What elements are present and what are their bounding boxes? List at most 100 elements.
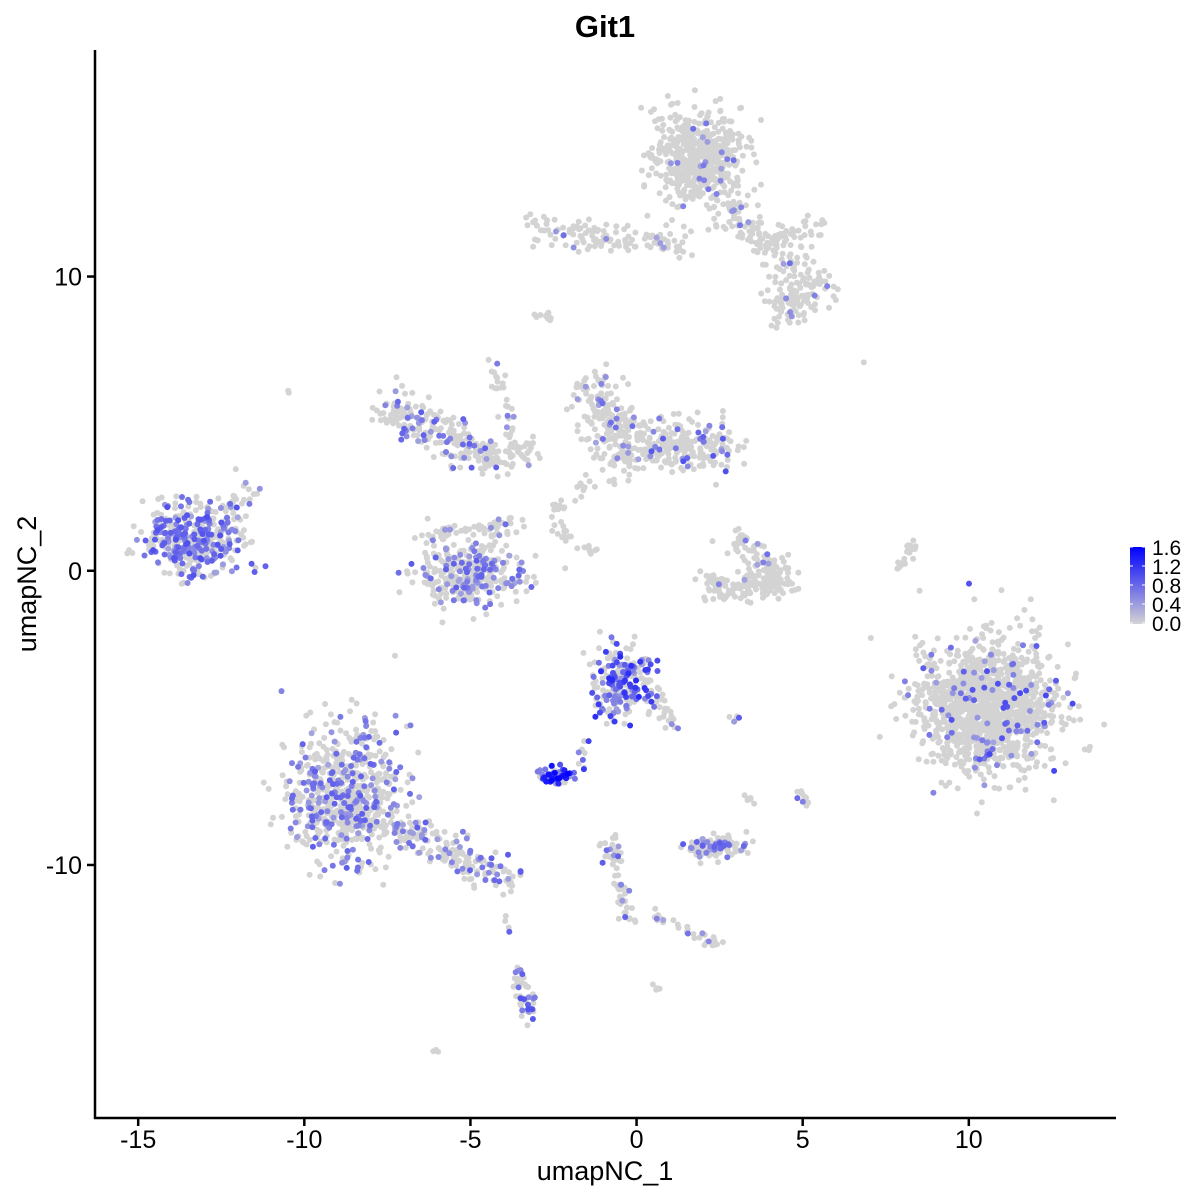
data-point <box>675 171 682 178</box>
data-point <box>651 239 658 246</box>
data-point <box>966 756 973 763</box>
data-point <box>308 740 315 747</box>
data-point <box>410 830 416 837</box>
data-point <box>523 588 530 595</box>
data-point <box>766 273 773 280</box>
data-point <box>776 286 783 293</box>
data-point <box>573 239 580 246</box>
data-point <box>1022 736 1029 742</box>
data-point <box>402 844 409 851</box>
data-point <box>724 140 731 147</box>
data-point <box>230 492 237 499</box>
data-point <box>509 882 516 889</box>
data-point <box>915 705 922 712</box>
data-point <box>581 484 588 491</box>
data-point <box>192 507 199 514</box>
data-point <box>620 442 627 449</box>
data-point <box>726 713 733 720</box>
data-point <box>320 757 327 764</box>
data-point <box>343 814 350 821</box>
data-point <box>708 195 715 201</box>
data-point <box>522 983 529 990</box>
data-point <box>778 256 785 263</box>
data-point <box>989 646 996 653</box>
data-point <box>705 938 712 945</box>
data-point <box>604 852 611 859</box>
data-point <box>685 122 692 129</box>
data-point <box>473 540 479 547</box>
data-point <box>653 915 660 922</box>
data-point <box>778 308 785 315</box>
data-point <box>369 416 376 423</box>
data-point <box>990 667 997 674</box>
data-point <box>376 748 383 755</box>
data-point <box>479 440 486 447</box>
data-point <box>966 773 973 780</box>
data-point <box>471 523 478 530</box>
data-point <box>508 583 515 590</box>
data-point <box>769 237 776 244</box>
data-point <box>503 580 510 587</box>
data-point <box>599 466 606 473</box>
data-point <box>792 586 799 593</box>
data-point <box>442 846 449 853</box>
data-point <box>443 532 450 539</box>
data-point <box>699 134 706 141</box>
data-point <box>423 444 430 451</box>
data-point <box>754 540 761 547</box>
data-point <box>810 258 817 265</box>
data-point <box>695 168 702 175</box>
data-point <box>971 669 978 676</box>
data-point <box>610 459 617 466</box>
data-point <box>626 471 633 478</box>
data-point <box>913 652 920 659</box>
data-point <box>451 522 458 529</box>
data-point <box>530 219 537 226</box>
data-point <box>500 564 507 571</box>
data-point <box>197 504 204 510</box>
data-point <box>321 867 328 874</box>
data-point <box>708 573 714 580</box>
data-point <box>129 550 136 556</box>
data-point <box>725 192 732 199</box>
data-point <box>589 401 595 408</box>
data-point <box>653 457 660 464</box>
data-point <box>953 732 960 739</box>
data-point <box>211 569 218 576</box>
data-point <box>808 243 815 250</box>
data-point <box>713 147 720 154</box>
data-point <box>697 112 704 119</box>
data-point <box>672 111 679 118</box>
data-point <box>905 543 912 550</box>
data-point <box>695 849 702 856</box>
data-point <box>996 785 1003 792</box>
data-point <box>452 832 459 839</box>
data-point <box>1000 681 1007 688</box>
data-point <box>953 678 960 685</box>
data-point <box>494 871 501 878</box>
data-point <box>623 645 630 652</box>
data-point <box>638 167 645 174</box>
data-point <box>660 917 667 923</box>
data-point <box>456 844 463 850</box>
data-point <box>910 706 917 713</box>
data-point <box>1014 743 1021 750</box>
data-point <box>695 120 702 127</box>
data-point <box>737 229 744 236</box>
data-point <box>596 842 603 849</box>
data-point <box>465 455 472 462</box>
data-point <box>999 727 1006 734</box>
data-point <box>926 705 933 712</box>
data-point <box>1054 663 1061 670</box>
data-point <box>807 228 814 235</box>
data-point <box>934 635 941 642</box>
data-point <box>437 556 444 563</box>
data-point <box>1062 760 1069 767</box>
data-point <box>604 391 611 398</box>
data-point <box>667 136 673 142</box>
data-point <box>319 769 326 776</box>
data-point <box>730 180 737 187</box>
data-point <box>630 641 636 648</box>
data-point <box>669 100 676 107</box>
data-point <box>552 228 559 235</box>
